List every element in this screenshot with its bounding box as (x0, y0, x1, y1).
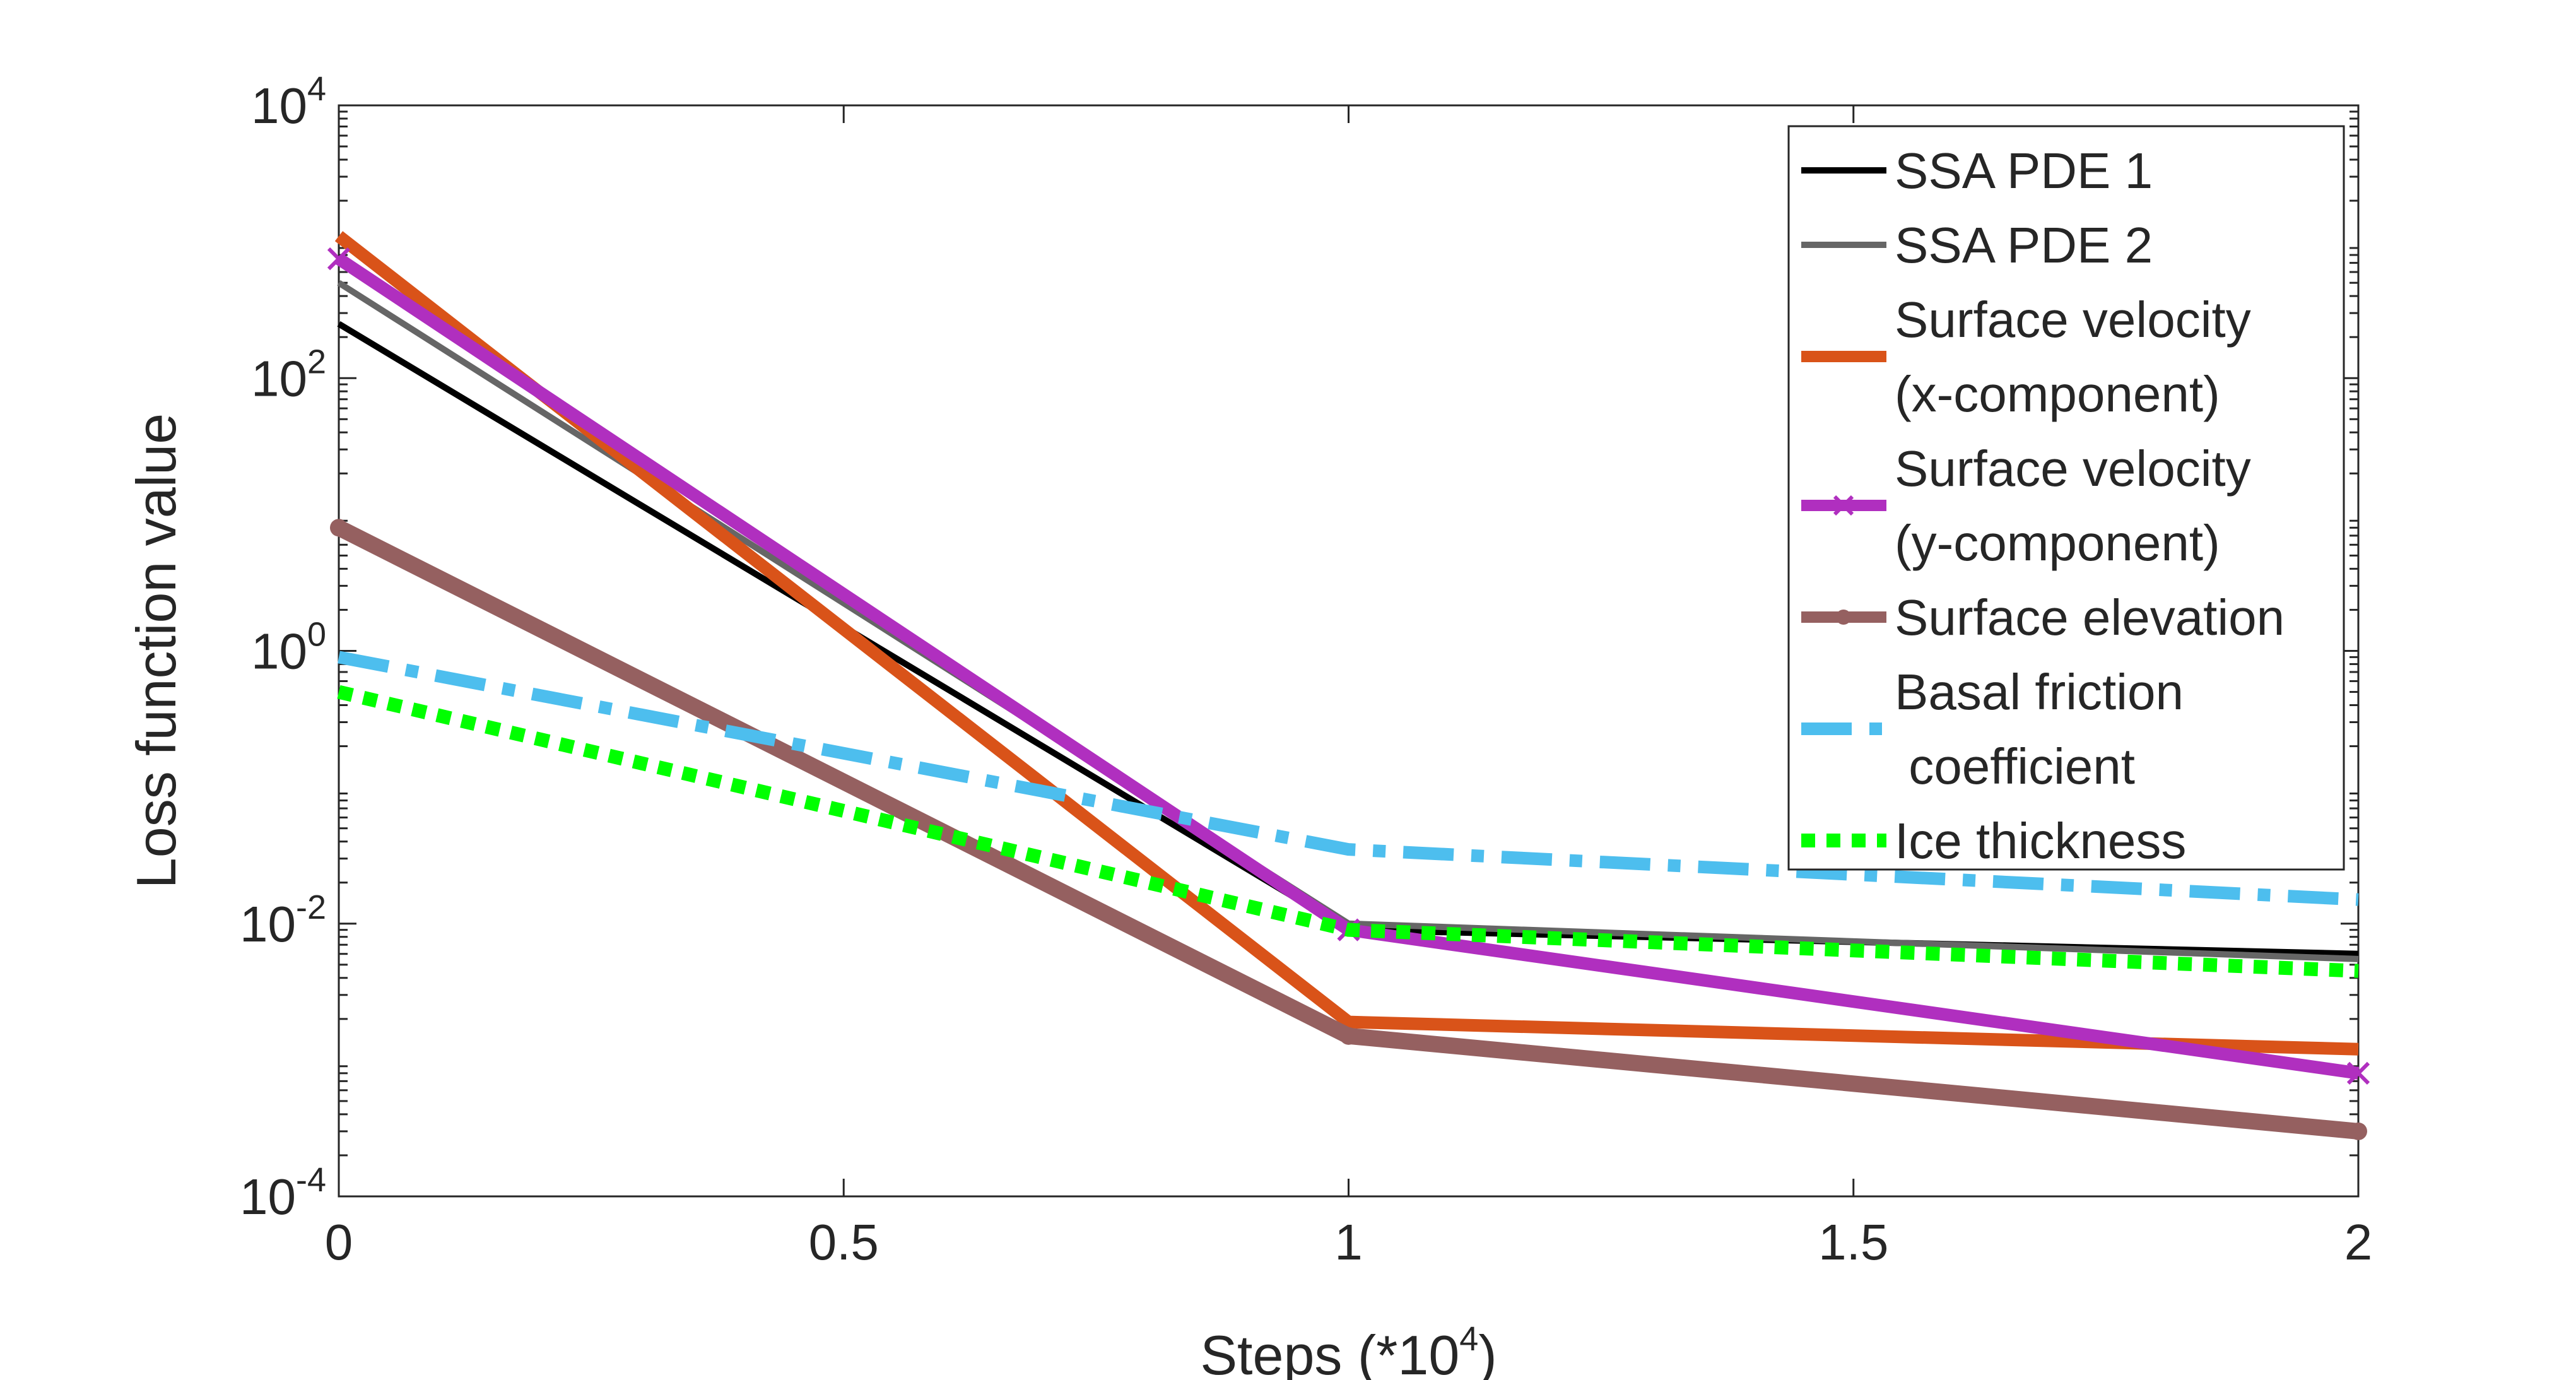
x-tick-label: 0 (325, 1214, 353, 1270)
data-point (1339, 1027, 1358, 1045)
legend: SSA PDE 1 SSA PDE 2 Surface velocity (x-com… (1787, 125, 2345, 871)
legend-label-6: Ice thickness (1895, 813, 2186, 869)
legend-label-5: Basal friction coefficient (1895, 664, 2184, 794)
data-point (2350, 1122, 2367, 1140)
x-axis-title: Steps (*104) (1200, 1320, 1497, 1380)
y-tick-label: 102 (251, 343, 326, 406)
axes (338, 104, 2360, 1198)
legend-label-2: Surface velocity (x-component) (1895, 292, 2251, 422)
y-tick-label: 10-4 (240, 1161, 326, 1225)
series-line-6 (337, 685, 2359, 978)
legend-label-4: Surface elevation (1895, 589, 2285, 646)
legend-label-1: SSA PDE 2 (1895, 217, 2153, 273)
x-tick-label: 2 (2344, 1214, 2373, 1270)
axis-labels: 10-4 10-2 100 102 104 0 0.5 1 1.5 2 Steps (*104) Lo… (125, 70, 2372, 1380)
legend-marker (1833, 495, 1854, 516)
data-point (327, 247, 351, 271)
y-tick-label: 104 (251, 70, 326, 134)
series-line-5 (338, 651, 2359, 906)
legend-label-0: SSA PDE 1 (1895, 143, 2153, 199)
legend-label-3: Surface velocity (y-component) (1895, 440, 2251, 571)
y-axis-title: Loss function value (125, 413, 187, 888)
legend-marker (1836, 610, 1851, 625)
x-tick-label: 0.5 (809, 1214, 879, 1270)
series-line-2 (334, 231, 2359, 1056)
data-point (2346, 1061, 2370, 1085)
y-tick-label: 100 (251, 616, 326, 680)
x-tick-label: 1 (1334, 1214, 1363, 1270)
legend-box (1787, 125, 2345, 871)
x-tick-label: 1.5 (1818, 1214, 1888, 1270)
y-tick-label: 10-2 (240, 888, 326, 952)
data-point (330, 519, 348, 537)
series-lines (327, 231, 2370, 1140)
